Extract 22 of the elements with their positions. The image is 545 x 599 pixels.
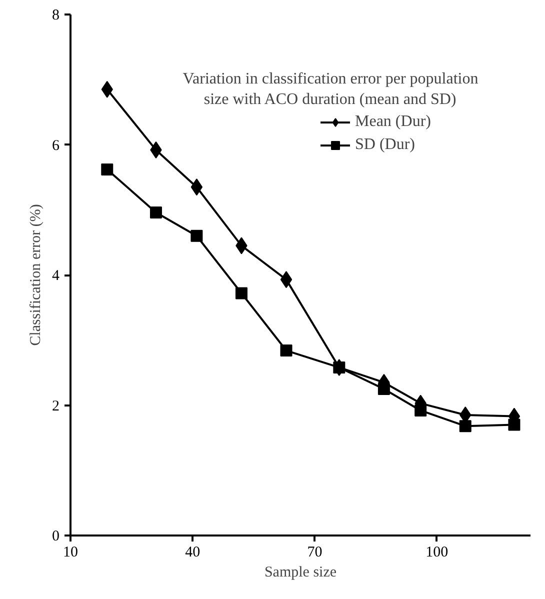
y-tick-label: 8 [52,8,60,24]
y-tick-label: 2 [52,398,60,414]
text: Variation in classification error per population size with ACO duration (mean and SD) [182,70,478,108]
legend-label: SD (Dur) [355,136,415,154]
y-tick-label: 4 [52,268,60,284]
x-tick-label: 70 [307,544,322,560]
point [190,178,203,196]
point [459,420,472,432]
point [235,287,248,300]
x-axis-title: Sample size [264,564,337,580]
point [280,271,292,288]
y-axis-title: Classification error (%) [28,204,44,346]
point [150,206,162,218]
x-tick-label: 40 [185,544,200,560]
y-tick-label: 6 [52,138,60,154]
y-tick-label: 0 [52,528,60,544]
point [101,163,114,176]
x-tick-label: 10 [63,544,78,560]
point [280,344,292,357]
point [190,230,203,242]
x-tick-label: 100 [426,544,448,560]
legend-label: Mean (Dur) [355,113,431,131]
